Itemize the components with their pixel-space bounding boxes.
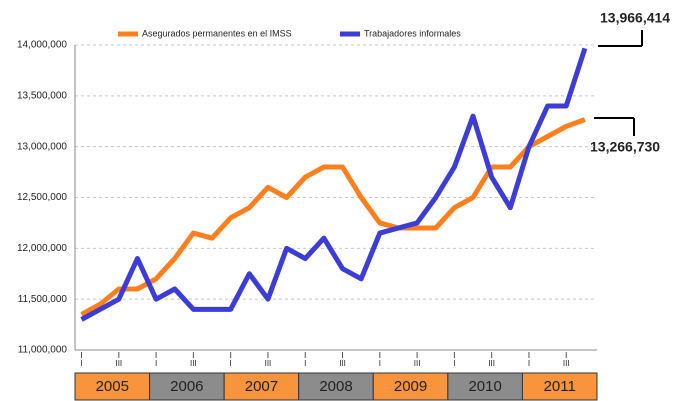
x-tick-label: I — [80, 359, 82, 368]
x-tick-label: III — [115, 359, 122, 368]
x-tick-label: III — [339, 359, 346, 368]
y-tick-label: 13,500,000 — [17, 90, 67, 101]
y-tick-label: 11,000,000 — [18, 345, 68, 356]
x-tick-label: I — [230, 359, 232, 368]
year-label: 2009 — [394, 378, 427, 395]
y-tick-label: 14,000,000 — [17, 40, 67, 51]
year-label: 2011 — [544, 378, 576, 395]
legend-label: Trabajadores informales — [364, 28, 461, 38]
x-tick-label: I — [155, 359, 157, 368]
year-box — [447, 372, 523, 401]
x-tick-label: I — [453, 359, 455, 368]
x-tick-label: I — [304, 359, 306, 368]
x-tick-label: III — [190, 359, 197, 368]
year-box — [521, 372, 598, 401]
series-line — [80, 117, 586, 317]
year-box — [223, 372, 300, 401]
x-tick-label: I — [379, 359, 381, 368]
x-tick-label: III — [563, 359, 570, 368]
x-tick-label: III — [414, 359, 421, 368]
year-label: 2006 — [170, 378, 203, 395]
annotation: 13,966,414 — [600, 10, 670, 26]
x-tick-label: III — [265, 359, 272, 368]
year-box — [74, 372, 151, 401]
y-tick-label: 12,000,000 — [17, 243, 67, 254]
year-box — [149, 372, 225, 401]
year-label: 2007 — [245, 378, 278, 395]
y-tick-label: 12,500,000 — [17, 192, 67, 203]
year-label: 2010 — [468, 378, 501, 395]
year-label: 2008 — [319, 378, 352, 395]
series-line — [80, 47, 588, 322]
year-label: 2005 — [96, 378, 129, 395]
year-box — [298, 372, 374, 401]
y-tick-label: 13,000,000 — [17, 141, 67, 152]
x-tick-label: I — [528, 359, 530, 368]
y-tick-label: 11,500,000 — [18, 294, 68, 305]
x-tick-label: III — [488, 359, 495, 368]
legend-label: Asegurados permanentes en el IMSS — [142, 28, 292, 38]
annotation: 13,266,730 — [590, 139, 660, 155]
